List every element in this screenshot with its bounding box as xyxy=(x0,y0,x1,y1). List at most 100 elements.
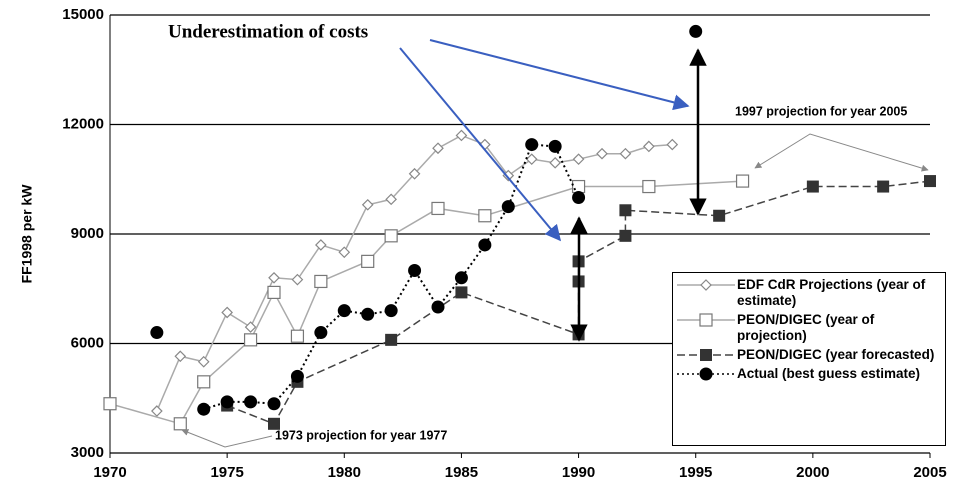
marker xyxy=(337,304,351,318)
marker xyxy=(197,375,211,389)
marker xyxy=(619,229,632,242)
x-tick-label: 2005 xyxy=(913,464,946,481)
marker xyxy=(713,209,726,222)
marker xyxy=(314,274,328,289)
y-tick-label: 6000 xyxy=(71,334,104,351)
marker xyxy=(431,300,445,314)
y-axis-label: FF1998 per kW xyxy=(19,184,35,284)
marker xyxy=(548,139,562,153)
marker xyxy=(525,153,538,166)
marker xyxy=(268,271,280,284)
annotation: 1973 projection for year 1977 xyxy=(275,428,447,442)
marker xyxy=(384,229,398,243)
x-tick-label: 1990 xyxy=(562,464,595,481)
marker xyxy=(197,402,211,416)
marker xyxy=(151,405,163,417)
marker xyxy=(699,367,713,381)
legend-swatch xyxy=(677,349,735,361)
marker xyxy=(700,349,712,361)
marker xyxy=(267,397,281,411)
series-line xyxy=(203,143,580,411)
marker xyxy=(338,246,351,259)
marker xyxy=(361,307,375,321)
legend-label: PEON/DIGEC (year of projection) xyxy=(737,312,875,343)
annotation: Underestimation of costs xyxy=(168,21,368,42)
marker xyxy=(432,142,444,155)
marker xyxy=(268,417,280,430)
marker xyxy=(572,153,585,166)
legend-label: Actual (best guess estimate) xyxy=(737,366,921,381)
marker xyxy=(924,175,936,188)
annotation-arrow xyxy=(754,133,929,172)
legend-item: EDF CdR Projections (year of estimate) xyxy=(675,277,943,309)
marker xyxy=(571,179,586,194)
marker xyxy=(267,285,281,299)
legend-swatch xyxy=(677,367,735,381)
marker xyxy=(806,180,819,193)
marker xyxy=(197,355,210,368)
legend: EDF CdR Projections (year of estimate) PE… xyxy=(672,272,946,446)
x-tick-label: 1985 xyxy=(445,464,478,481)
marker xyxy=(361,254,375,268)
marker xyxy=(478,209,492,223)
legend-label: EDF CdR Projections (year of estimate) xyxy=(737,277,926,308)
series-line xyxy=(109,180,743,425)
x-tick-label: 2000 xyxy=(796,464,829,481)
marker xyxy=(525,138,539,152)
marker xyxy=(315,239,327,251)
marker xyxy=(384,304,398,318)
marker xyxy=(596,147,608,160)
y-tick-label: 12000 xyxy=(62,115,104,132)
marker xyxy=(572,191,586,204)
marker xyxy=(290,369,304,383)
marker xyxy=(455,129,468,142)
marker xyxy=(244,321,257,333)
marker xyxy=(699,313,713,327)
marker xyxy=(689,24,703,38)
legend-label: PEON/DIGEC (year forecasted) xyxy=(737,347,935,362)
marker xyxy=(478,238,492,252)
x-tick-label: 1995 xyxy=(679,464,712,481)
y-tick-label: 3000 xyxy=(71,444,104,461)
marker xyxy=(619,147,632,160)
marker xyxy=(244,395,258,409)
marker xyxy=(220,395,234,409)
marker xyxy=(221,306,233,319)
y-tick-label: 9000 xyxy=(71,225,104,242)
marker xyxy=(666,138,679,151)
marker xyxy=(314,326,328,340)
legend-item: PEON/DIGEC (year of projection) xyxy=(675,312,943,344)
marker xyxy=(735,174,750,188)
marker xyxy=(243,333,258,347)
marker xyxy=(700,279,712,291)
marker xyxy=(643,140,655,153)
x-tick-label: 1980 xyxy=(328,464,361,481)
marker xyxy=(501,200,515,214)
marker xyxy=(454,271,468,285)
y-tick-label: 15000 xyxy=(62,6,104,23)
legend-swatch xyxy=(677,279,735,291)
marker xyxy=(385,333,398,346)
legend-item: PEON/DIGEC (year forecasted) xyxy=(675,347,943,363)
marker xyxy=(549,156,561,169)
marker xyxy=(290,329,305,343)
marker xyxy=(408,167,421,180)
marker xyxy=(385,193,397,206)
annotation-arrow xyxy=(429,39,690,111)
marker xyxy=(642,179,656,194)
marker xyxy=(291,273,304,286)
marker xyxy=(408,264,422,277)
annotation-arrow xyxy=(399,47,562,242)
legend-swatch xyxy=(677,313,735,327)
marker xyxy=(455,286,468,299)
marker xyxy=(361,198,374,211)
x-tick-label: 1975 xyxy=(210,464,243,481)
marker xyxy=(150,326,164,340)
marker xyxy=(173,417,187,431)
x-tick-label: 1970 xyxy=(93,464,126,481)
annotation: 1997 projection for year 2005 xyxy=(735,104,907,118)
marker xyxy=(174,350,187,363)
marker xyxy=(431,201,445,216)
